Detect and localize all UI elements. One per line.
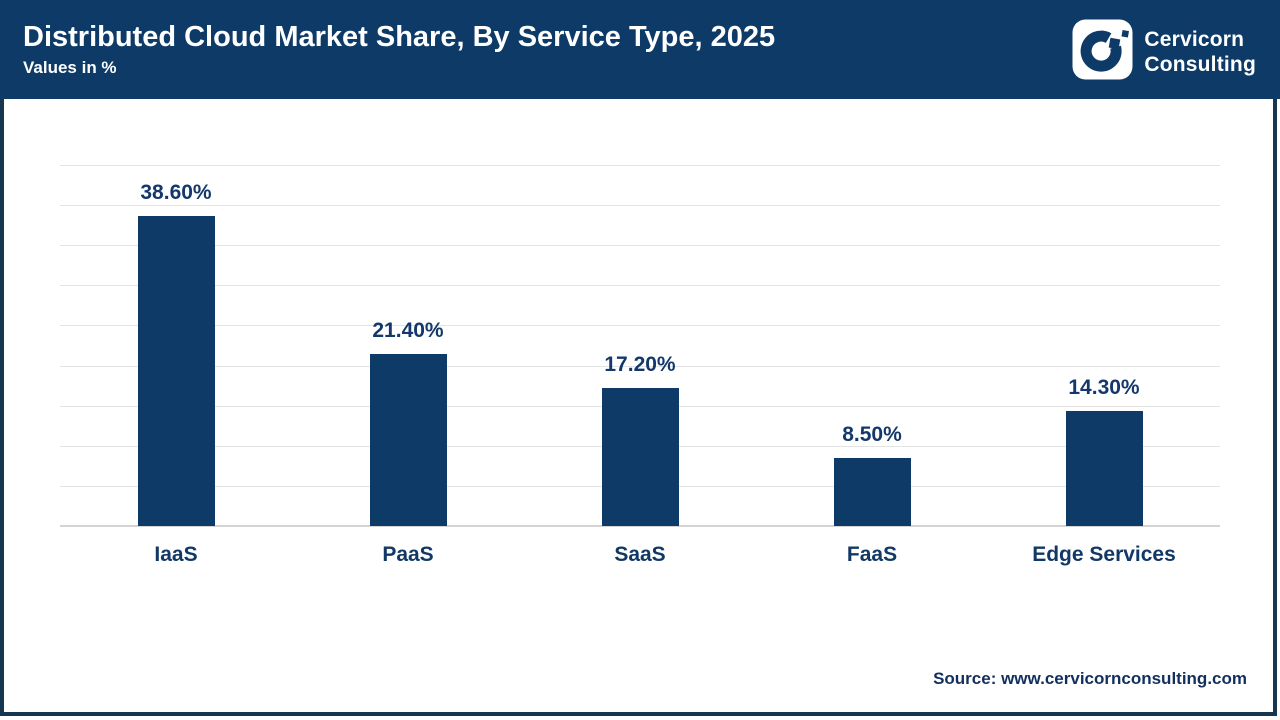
brand-logo: Cervicorn Consulting [1072, 19, 1256, 85]
bar-value-label: 38.60% [140, 181, 212, 205]
brand-name-line1: Cervicorn [1144, 28, 1245, 51]
bar-value-label: 8.50% [842, 422, 902, 446]
bar-faas [833, 457, 911, 526]
cervicorn-logo-icon [1072, 19, 1133, 85]
header-text: Distributed Cloud Market Share, By Servi… [23, 20, 775, 78]
gridline [60, 245, 1220, 247]
category-label: SaaS [614, 543, 666, 566]
gridline [60, 205, 1220, 207]
brand-name-line2: Consulting [1144, 53, 1256, 76]
bar-value-label: 21.40% [372, 319, 444, 343]
source-text: Source: www.cervicornconsulting.com [933, 669, 1247, 688]
bar-paas [369, 354, 447, 526]
bar-value-label: 14.30% [1068, 376, 1140, 400]
bar-iaas [137, 216, 215, 526]
gridline [60, 285, 1220, 287]
gridline [60, 325, 1220, 327]
header-band: Distributed Cloud Market Share, By Servi… [0, 0, 1280, 99]
category-label: PaaS [382, 543, 434, 566]
gridline [60, 165, 1220, 166]
category-label: Edge Services [1032, 543, 1176, 566]
page-subtitle: Values in % [23, 58, 117, 77]
category-label: IaaS [154, 543, 198, 566]
bar-edge-services [1065, 411, 1143, 526]
gridline [60, 365, 1220, 367]
bar-value-label: 17.20% [604, 353, 676, 377]
category-label: FaaS [846, 543, 898, 566]
bar-chart-plot: 38.60% IaaS 21.40% PaaS 17.20% SaaS 8.50% FaaS 1… [60, 165, 1220, 566]
bar-saas [601, 388, 679, 526]
brand-name: Cervicorn Consulting [1144, 27, 1256, 77]
x-axis-baseline [60, 525, 1220, 527]
page-title: Distributed Cloud Market Share, By Servi… [23, 21, 776, 53]
